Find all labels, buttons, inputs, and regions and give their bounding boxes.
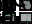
Line: 0.00: 0.00 [0,2,19,15]
0.07 [11,4,12,5]
Line: 0.00: 0.00 [0,8,19,24]
Line: 0.05: 0.05 [0,0,19,15]
Line: 0.05: 0.05 [0,13,19,24]
Line: 0.01: 0.01 [0,10,19,24]
0.07 [6,21,7,22]
Line: 0.01: 0.01 [14,1,32,14]
0.02 [11,17,12,18]
Line: 0.02: 0.02 [14,0,32,13]
Legend: 0.00, 0.01, 0.02, 0.03, 0.04, 0.05, 0.06, 0.07: 0.00, 0.01, 0.02, 0.03, 0.04, 0.05, 0.06… [12,22,32,24]
0.03 [11,18,12,19]
Line: 0.03: 0.03 [14,12,32,24]
Line: 0.02: 0.02 [14,14,32,24]
Line: 0.05: 0.05 [14,0,32,10]
Line: 0.01: 0.01 [0,1,19,15]
0.01 [11,16,12,17]
Text: (a): (a) [1,0,32,1]
Line: 0.00: 0.00 [14,1,32,15]
Line: 0.03: 0.03 [0,0,19,15]
Line: 0.04: 0.04 [0,0,19,15]
Legend: 0.00, 0.01, 0.02, 0.03, 0.04, 0.05, 0.06, 0.07: 0.00, 0.01, 0.02, 0.03, 0.04, 0.05, 0.06… [0,0,23,24]
Line: 0.06: 0.06 [14,0,32,8]
Line: 0.06: 0.06 [0,13,19,24]
Line: 0.03: 0.03 [0,12,19,24]
Line: 0.05: 0.05 [14,11,32,24]
Line: 0.07: 0.07 [0,0,19,15]
Line: 0.00: 0.00 [14,16,32,24]
Line: 0.02: 0.02 [0,11,19,24]
Text: (c): (c) [1,0,32,13]
Line: 0.04: 0.04 [0,13,19,24]
Line: 0.06: 0.06 [14,9,32,22]
Line: 0.06: 0.06 [0,0,19,15]
0.01 [6,9,7,10]
Line: 0.03: 0.03 [14,0,32,11]
Line: 0.04: 0.04 [14,11,32,24]
Text: (b): (b) [18,0,32,1]
Text: (d): (d) [18,0,32,13]
Legend: 0.00, 0.01, 0.02, 0.03, 0.04, 0.05, 0.06, 0.07: 0.00, 0.01, 0.02, 0.03, 0.04, 0.05, 0.06… [12,9,32,24]
Line: 0.07: 0.07 [14,11,32,24]
Line: 0.01: 0.01 [14,15,32,24]
0.05 [11,19,12,20]
Line: 0.02: 0.02 [0,1,19,15]
0.06 [6,21,7,22]
Legend: 0.00, 0.01, 0.02, 0.03, 0.04, 0.05, 0.06, 0.07: 0.00, 0.01, 0.02, 0.03, 0.04, 0.05, 0.06… [0,0,23,24]
Line: 0.04: 0.04 [14,0,32,10]
Line: 0.07: 0.07 [0,13,19,24]
Line: 0.07: 0.07 [14,0,32,10]
